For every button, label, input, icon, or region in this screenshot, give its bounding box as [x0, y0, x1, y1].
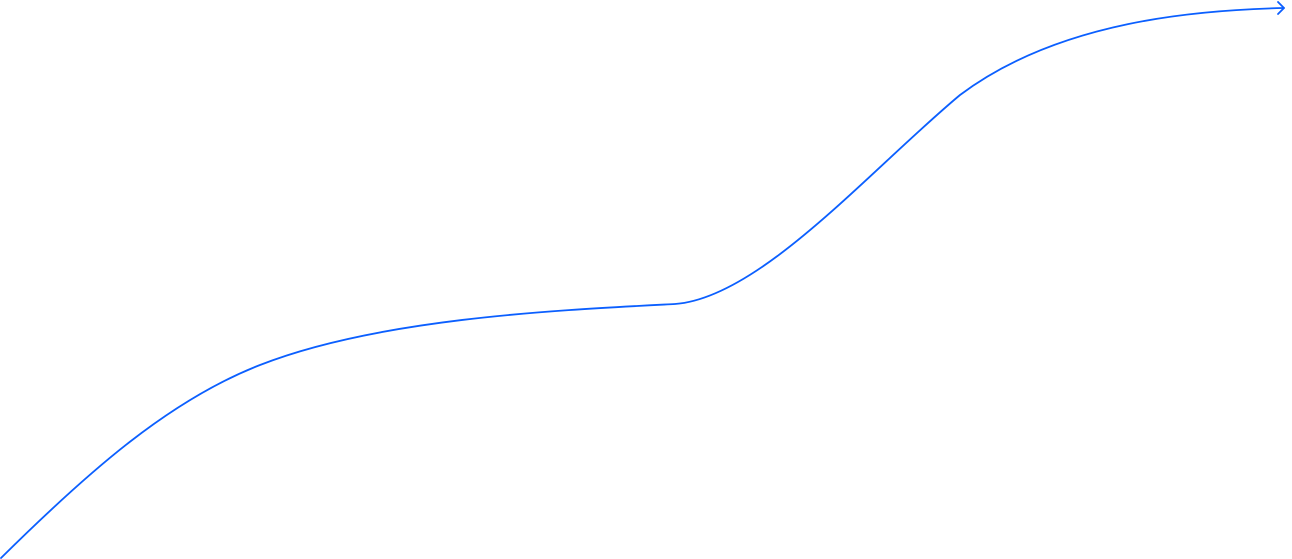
curved-arrow-line: [0, 7, 1285, 559]
arrowhead-icon: [1277, 1, 1285, 15]
